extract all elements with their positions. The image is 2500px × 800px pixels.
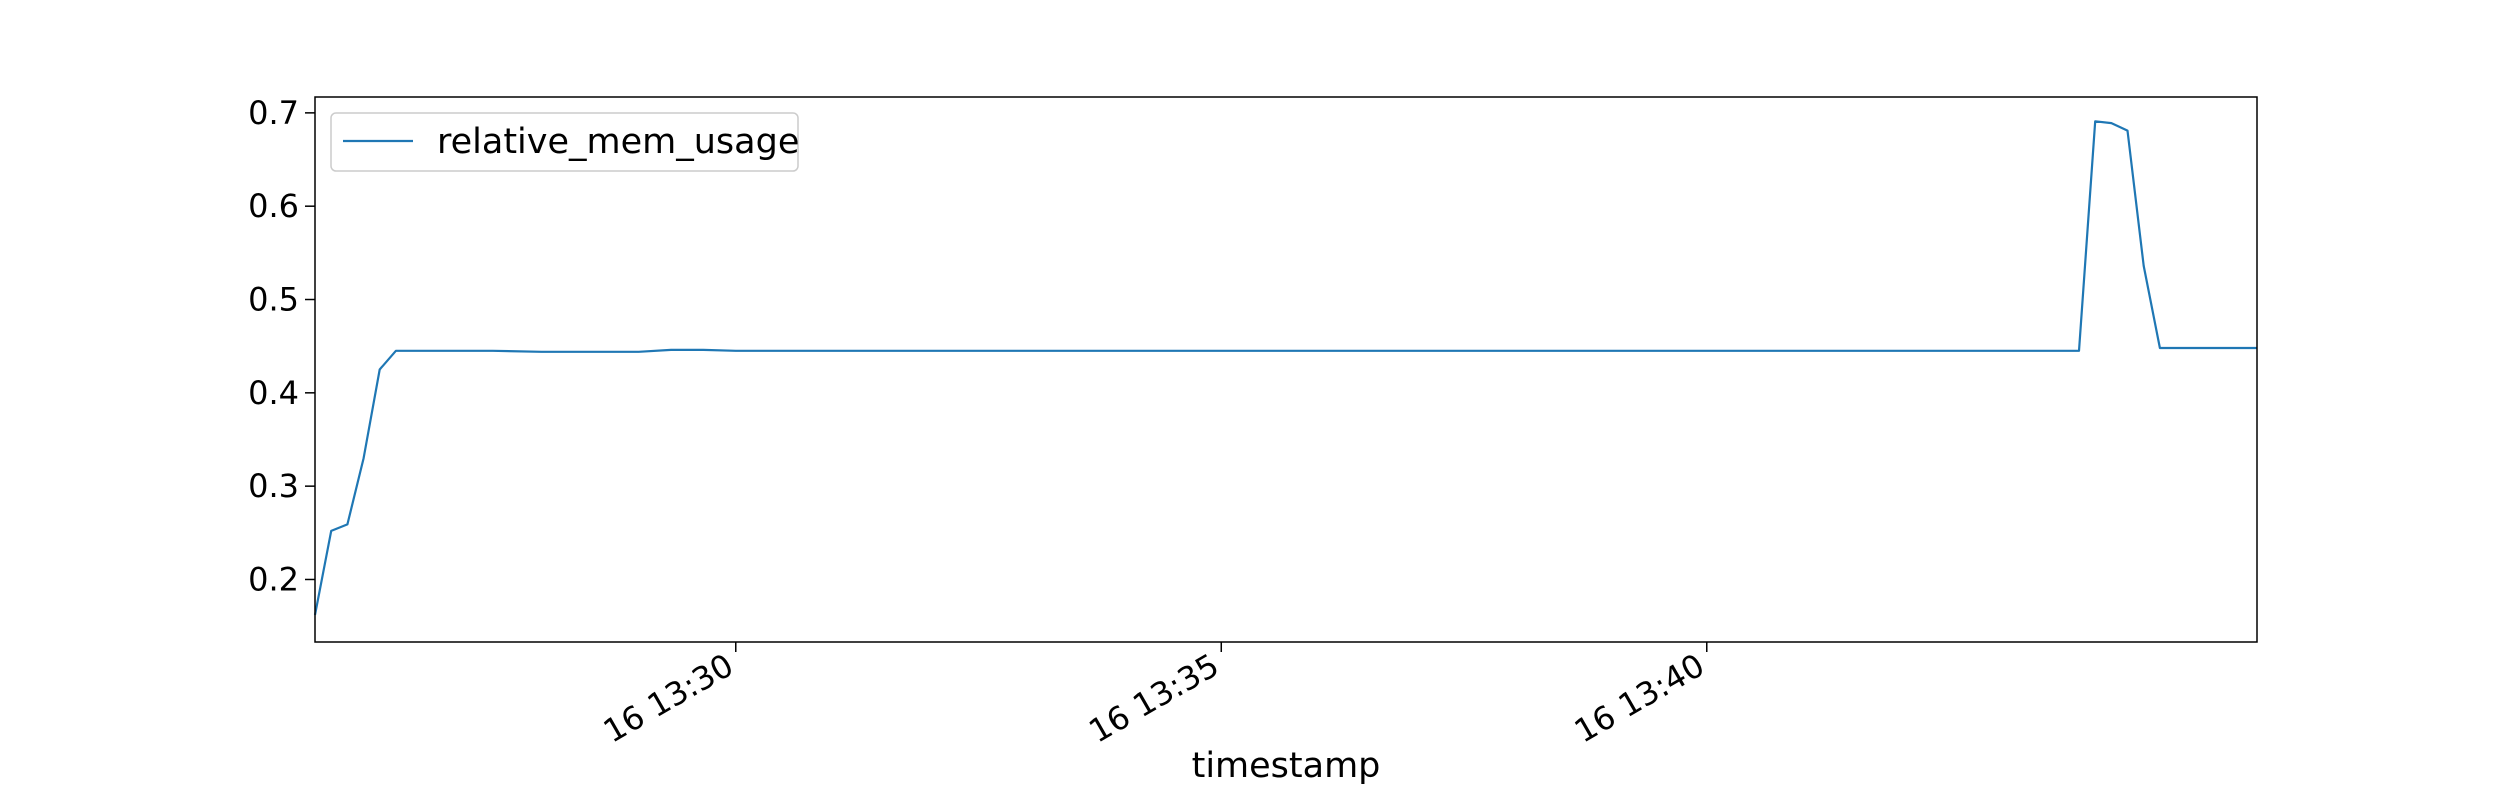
legend: relative_mem_usage (330, 112, 799, 172)
x-axis: 16 13:30 16 13:35 16 13:40 (597, 642, 1711, 750)
y-tick-label: 0.3 (248, 467, 299, 505)
plot-area (313, 120, 2257, 616)
x-tick-label: 16 13:30 (597, 646, 740, 750)
y-tick-label: 0.7 (248, 94, 299, 132)
y-tick-label: 0.2 (248, 560, 299, 598)
legend-label: relative_mem_usage (437, 122, 799, 162)
plot-frame (314, 96, 2258, 643)
x-tick-label: 16 13:35 (1082, 646, 1225, 750)
y-axis: 0.2 0.3 0.4 0.5 0.6 0.7 (248, 94, 315, 598)
legend-box (330, 112, 799, 172)
y-tick-label: 0.4 (248, 374, 299, 412)
x-axis-label: timestamp (1192, 746, 1381, 786)
x-tick-label: 16 13:40 (1568, 646, 1711, 750)
series-line-relative_mem_usage (313, 120, 2257, 616)
y-tick-label: 0.6 (248, 187, 299, 225)
y-tick-label: 0.5 (248, 281, 299, 319)
